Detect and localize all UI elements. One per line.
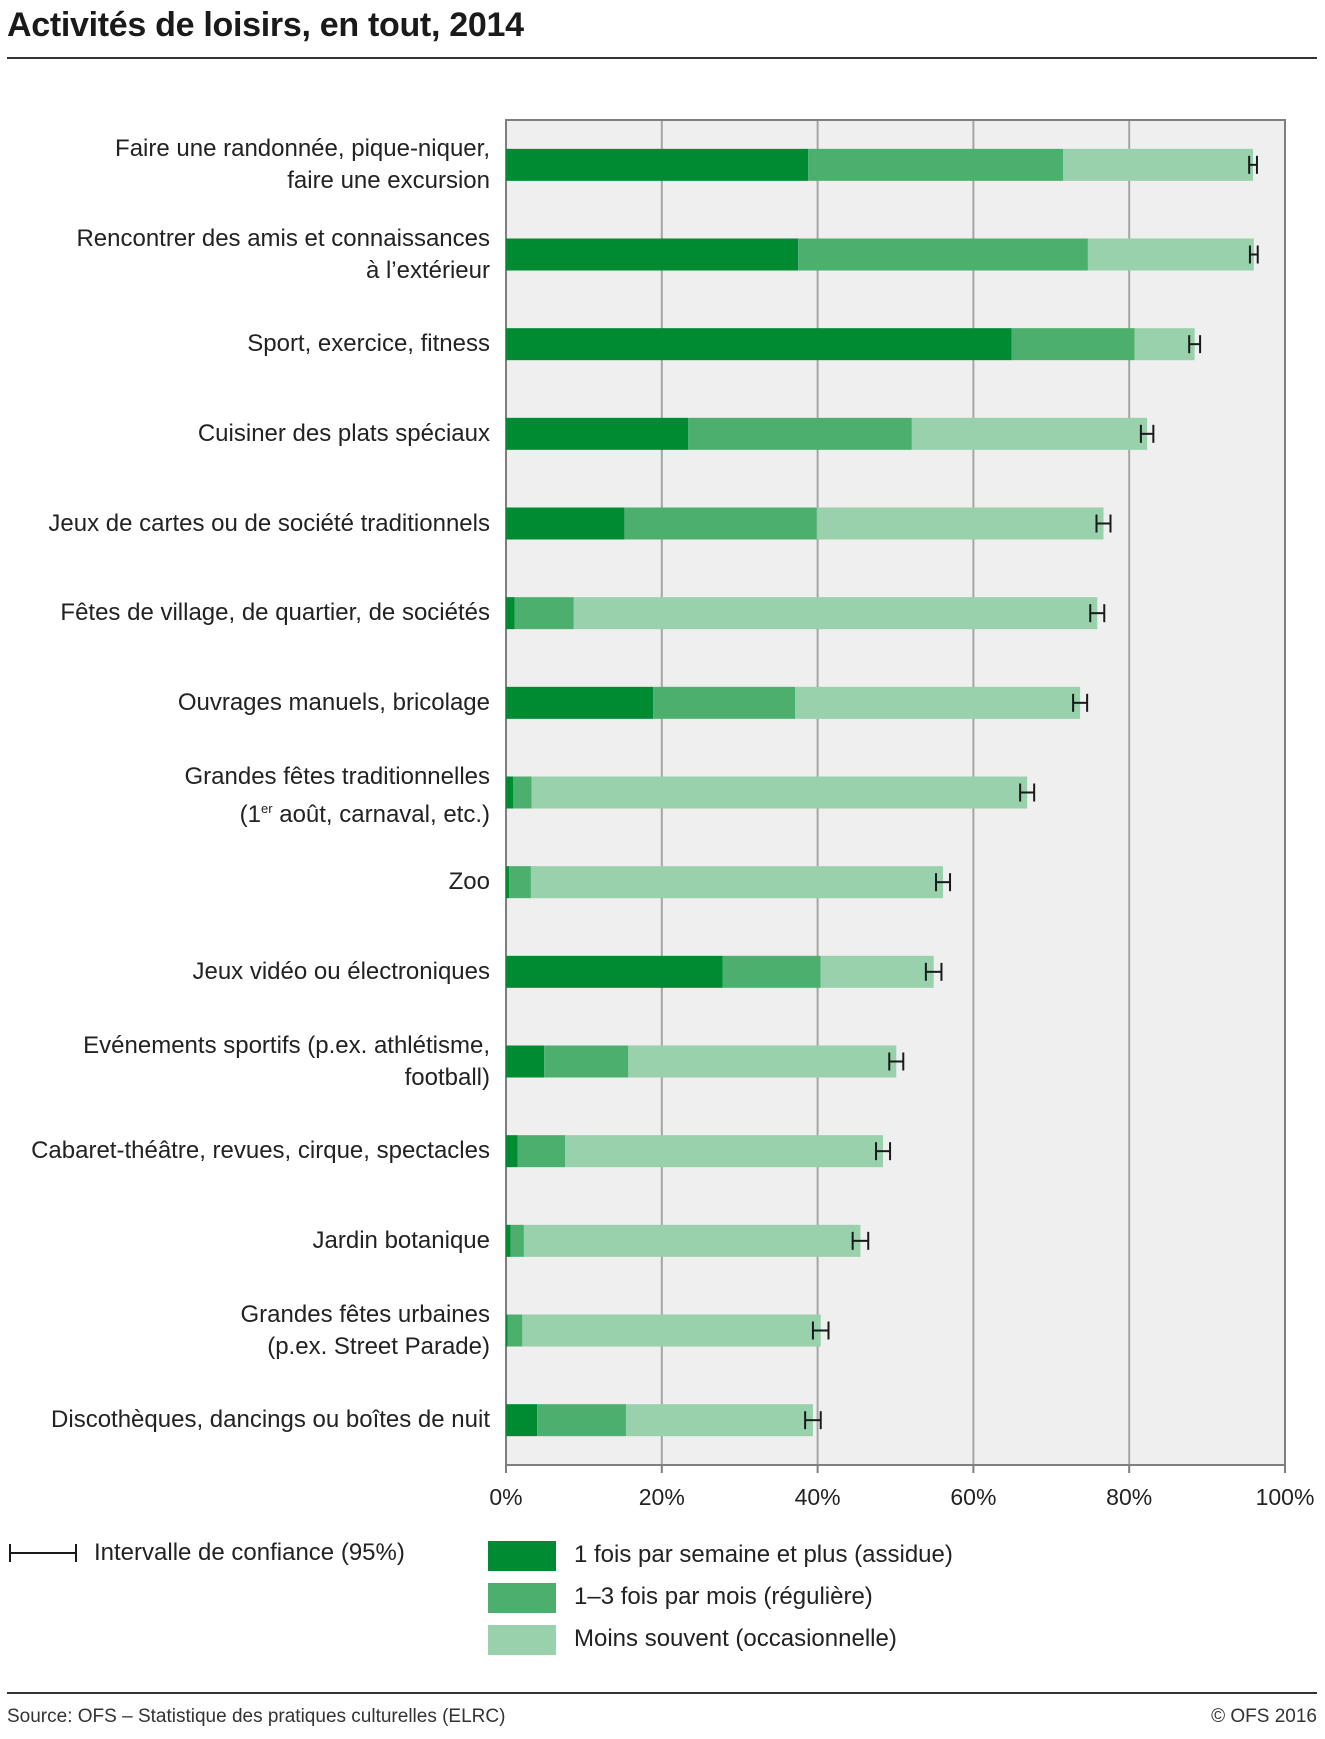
bar-segment-occasionnelle	[625, 1404, 813, 1437]
bar-segment-reguliere	[688, 417, 912, 450]
bar-segment-reguliere	[653, 686, 796, 719]
bar-segment-assidue	[506, 328, 1012, 361]
bar-segment-assidue	[506, 686, 654, 719]
category-label: Rencontrer des amis et connaissances à l’…	[76, 224, 490, 284]
bar-segment-assidue	[506, 597, 515, 630]
bar-segment-occasionnelle	[531, 776, 1028, 809]
bar-segment-reguliere	[514, 597, 574, 630]
bar-segment-assidue	[506, 1045, 545, 1078]
x-tick-label: 0%	[489, 1484, 522, 1510]
category-label: Fêtes de village, de quartier, de sociét…	[60, 599, 490, 627]
legend-swatch-occasionnelle	[488, 1625, 556, 1655]
confidence-interval-legend-icon	[9, 1544, 77, 1562]
legend-ci-label: Intervalle de confiance (95%)	[94, 1539, 405, 1566]
bar-segment-occasionnelle	[573, 597, 1098, 630]
category-label: Evénements sportifs (p.ex. athlétisme, fo…	[83, 1031, 490, 1091]
category-label: Cuisiner des plats spéciaux	[197, 419, 490, 447]
bar-segment-occasionnelle	[628, 1045, 897, 1078]
bar-segment-assidue	[506, 1314, 508, 1347]
category-label: Grandes fêtes urbaines (p.ex. Street Para…	[240, 1300, 490, 1360]
legend-label-assidue: 1 fois par semaine et plus (assidue)	[574, 1541, 953, 1568]
bar-segment-reguliere	[544, 1045, 629, 1078]
bar-segment-reguliere	[507, 1314, 523, 1347]
category-label: Jeux de cartes ou de société traditionne…	[48, 509, 490, 537]
bar-segment-occasionnelle	[565, 1135, 884, 1168]
bar-segment-occasionnelle	[1134, 328, 1195, 361]
copyright-note: © OFS 2016	[1211, 1706, 1317, 1727]
category-label: Sport, exercice, fitness	[247, 330, 490, 358]
bar-segment-occasionnelle	[1087, 238, 1254, 271]
x-tick-label: 20%	[639, 1484, 685, 1510]
bar-segment-reguliere	[808, 148, 1063, 181]
legend-label-reguliere: 1–3 fois par mois (régulière)	[574, 1583, 873, 1610]
bar-segment-reguliere	[517, 1135, 566, 1168]
bar-segment-occasionnelle	[911, 417, 1148, 450]
bar-segment-occasionnelle	[1062, 148, 1254, 181]
bar-segment-reguliere	[513, 776, 532, 809]
bar-segment-assidue	[506, 238, 799, 271]
chart-title: Activités de loisirs, en tout, 2014	[7, 6, 524, 44]
category-label: Zoo	[448, 868, 490, 896]
source-note: Source: OFS – Statistique des pratiques …	[7, 1706, 506, 1727]
bar-segment-reguliere	[1011, 328, 1135, 361]
bar-segment-assidue	[506, 955, 723, 988]
category-label: Cabaret-théâtre, revues, cirque, spectac…	[31, 1137, 490, 1165]
title-rule	[7, 57, 1317, 59]
category-label: Faire une randonnée, pique-niquer, faire …	[115, 134, 490, 194]
category-label: Grandes fêtes traditionnelles (1er août, …	[184, 762, 490, 828]
x-tick-label: 60%	[950, 1484, 996, 1510]
legend-swatch-reguliere	[488, 1583, 556, 1613]
bar-segment-reguliere	[798, 238, 1088, 271]
category-label: Jeux vidéo ou électroniques	[192, 957, 490, 985]
bar-segment-assidue	[506, 417, 689, 450]
bar-segment-reguliere	[509, 866, 531, 899]
x-tick-label: 80%	[1106, 1484, 1152, 1510]
bar-segment-occasionnelle	[820, 955, 934, 988]
stacked-bar-chart: 0% 20% 40% 60% 80% 100%	[489, 119, 1315, 1510]
category-label: Ouvrages manuels, bricolage	[177, 688, 490, 716]
bar-segment-assidue	[506, 1404, 538, 1437]
bar-segment-assidue	[506, 776, 514, 809]
bar-segment-assidue	[506, 507, 625, 540]
bar-segment-assidue	[506, 1224, 511, 1257]
legend-swatch-assidue	[488, 1541, 556, 1571]
bar-segment-reguliere	[722, 955, 821, 988]
footer-rule	[7, 1692, 1317, 1694]
bar-segment-reguliere	[537, 1404, 626, 1437]
legend-label-occasionnelle: Moins souvent (occasionnelle)	[574, 1625, 897, 1652]
bar-segment-assidue	[506, 148, 809, 181]
category-label: Jardin botanique	[312, 1226, 490, 1254]
bar-segment-assidue	[506, 1135, 518, 1168]
bar-segment-occasionnelle	[530, 866, 944, 899]
x-tick-label: 40%	[795, 1484, 841, 1510]
bar-segment-occasionnelle	[816, 507, 1104, 540]
bar-segment-occasionnelle	[522, 1314, 821, 1347]
bar-segment-reguliere	[510, 1224, 524, 1257]
bar-segment-occasionnelle	[523, 1224, 861, 1257]
bar-segment-assidue	[506, 866, 510, 899]
bar-segment-reguliere	[624, 507, 817, 540]
bar-segment-occasionnelle	[795, 686, 1081, 719]
x-tick-label: 100%	[1256, 1484, 1315, 1510]
category-label: Discothèques, dancings ou boîtes de nuit	[51, 1406, 490, 1434]
